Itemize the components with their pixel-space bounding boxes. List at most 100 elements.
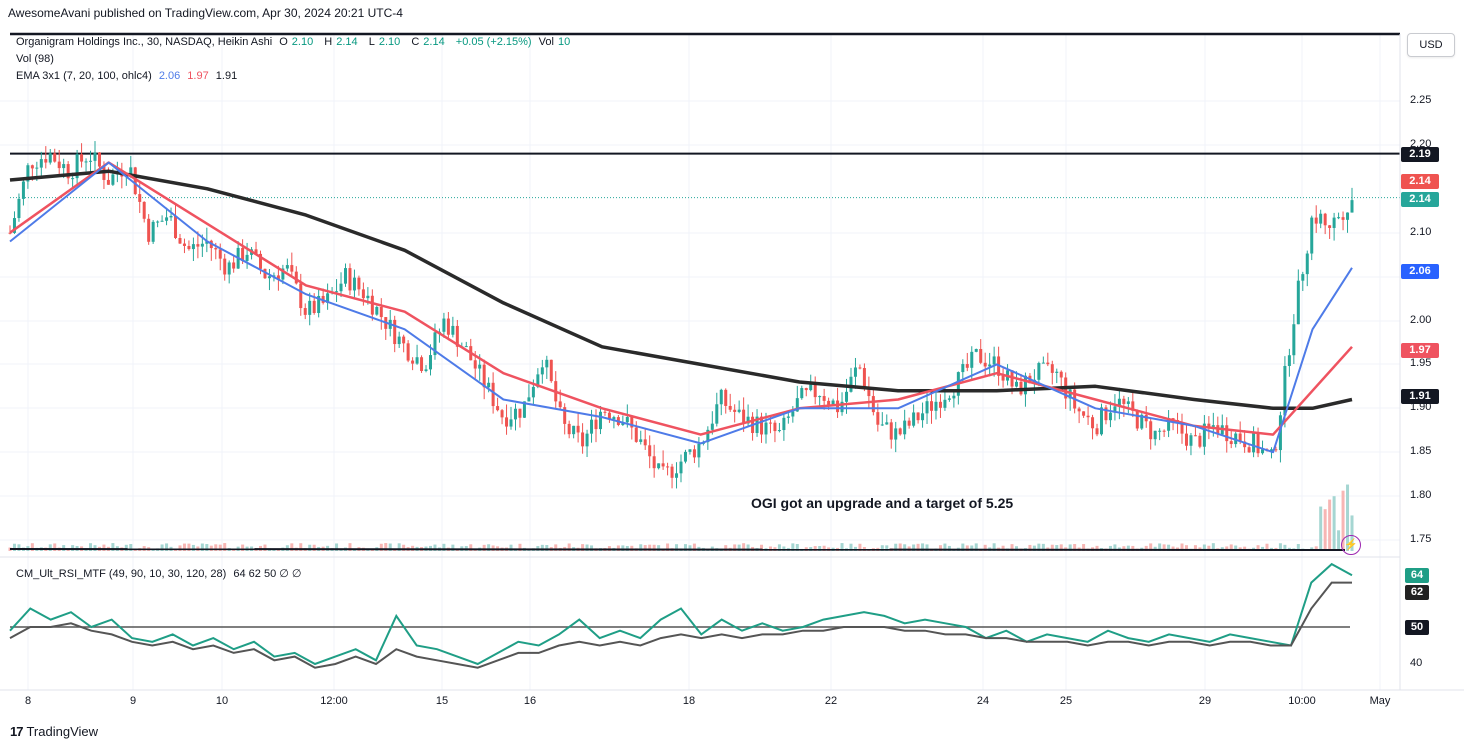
currency-button[interactable]: USD	[1407, 33, 1455, 57]
candle-body	[943, 399, 947, 408]
time-axis-tick: 10:00	[1288, 695, 1316, 707]
candle-body	[652, 456, 656, 469]
candle-body	[361, 289, 365, 299]
lightning-icon[interactable]: ⚡	[1341, 535, 1361, 555]
candle-body	[491, 382, 495, 407]
symbol-legend: Organigram Holdings Inc., 30, NASDAQ, He…	[16, 36, 578, 48]
candle-body	[692, 449, 696, 458]
time-axis-tick: 16	[523, 695, 537, 707]
volume-bar	[880, 545, 884, 551]
candle-body	[916, 412, 920, 421]
footer-brand[interactable]: 17 TradingView	[10, 724, 98, 739]
candle-body	[147, 218, 151, 242]
candle-body	[375, 306, 379, 315]
candle-body	[894, 428, 898, 440]
time-axis-tick: 9	[129, 695, 137, 707]
candle-body	[424, 369, 428, 372]
candle-body	[630, 416, 634, 428]
candle-body	[988, 364, 992, 367]
candle-body	[1247, 447, 1251, 453]
candle-body	[612, 417, 616, 420]
candle-body	[30, 165, 34, 169]
volume-bar	[1296, 543, 1300, 551]
volume-bar	[1207, 545, 1211, 551]
volume-bar	[1059, 544, 1063, 551]
low-value: 2.10	[378, 36, 401, 48]
candle-body	[509, 419, 513, 427]
candle-body	[259, 253, 263, 269]
candle-body	[1041, 362, 1045, 364]
volume-ma-line	[9, 548, 1346, 551]
rsi-line	[9, 562, 1353, 666]
ema-label: EMA 3x1 (7, 20, 100, ohlc4)	[16, 70, 152, 82]
volume-bar	[733, 544, 737, 551]
volume-bar	[1278, 543, 1282, 551]
candle-body	[182, 243, 186, 246]
candle-body	[876, 412, 880, 425]
volume-bar	[1283, 544, 1287, 551]
volume-bar	[218, 544, 222, 551]
volume-bar	[675, 544, 679, 551]
volume-bar	[165, 543, 169, 551]
candle-body	[1283, 365, 1287, 416]
volume-bar	[402, 544, 406, 551]
candle-body	[563, 407, 567, 424]
volume-bar	[921, 543, 925, 551]
volume-bar	[970, 545, 974, 551]
price-tag: 1.91	[1401, 389, 1439, 404]
volume-bar	[53, 543, 57, 551]
candle-body	[66, 164, 70, 179]
volume-bar	[191, 544, 195, 551]
volume-bar	[1180, 543, 1184, 551]
candle-body	[455, 325, 459, 347]
volume-bar	[1202, 544, 1206, 551]
volume-bar	[1346, 484, 1350, 551]
volume-bar	[1050, 544, 1054, 551]
volume-bar	[487, 544, 491, 551]
candle-body	[1149, 421, 1153, 440]
volume-bar	[469, 544, 473, 551]
candle-body	[75, 154, 79, 179]
time-axis-tick: 18	[682, 695, 696, 707]
candle-body	[813, 384, 817, 398]
candle-body	[26, 165, 30, 182]
candle-body	[263, 268, 267, 279]
candle-body	[742, 409, 746, 424]
candle-body	[952, 395, 956, 399]
volume-bar	[442, 543, 446, 551]
time-axis-tick: 8	[24, 695, 32, 707]
volume-bar	[688, 545, 692, 551]
candle-body	[339, 283, 343, 292]
candle-body	[335, 291, 339, 293]
candle-body	[1319, 213, 1323, 224]
candle-body	[724, 389, 728, 406]
candle-body	[214, 248, 218, 250]
candle-body	[961, 364, 965, 373]
candle-body	[21, 181, 25, 199]
high-label: H	[324, 36, 333, 48]
price-axis-tick: 1.95	[1410, 357, 1432, 369]
candle-body	[478, 364, 482, 369]
candle-body	[912, 412, 916, 426]
volume-bar	[652, 544, 656, 551]
candle-body	[974, 348, 978, 352]
volume-bar	[335, 543, 339, 551]
volume-bar	[1149, 543, 1153, 551]
volume-bar	[1131, 545, 1135, 551]
volume-bar	[692, 543, 696, 551]
candle-body	[970, 351, 974, 368]
volume-bar	[285, 545, 289, 551]
volume-bar	[1010, 544, 1014, 551]
volume-bar	[1193, 545, 1197, 551]
candle-body	[590, 419, 594, 434]
symbol-name: Organigram Holdings Inc., 30, NASDAQ, He…	[16, 36, 273, 48]
candle-body	[433, 332, 437, 356]
volume-legend: Vol (98)	[16, 53, 54, 65]
volume-bar	[813, 546, 817, 551]
candle-body	[818, 396, 822, 398]
candle-body	[800, 388, 804, 399]
volume-bar	[961, 543, 965, 551]
volume-bar	[777, 544, 781, 551]
candle-body	[411, 360, 415, 364]
